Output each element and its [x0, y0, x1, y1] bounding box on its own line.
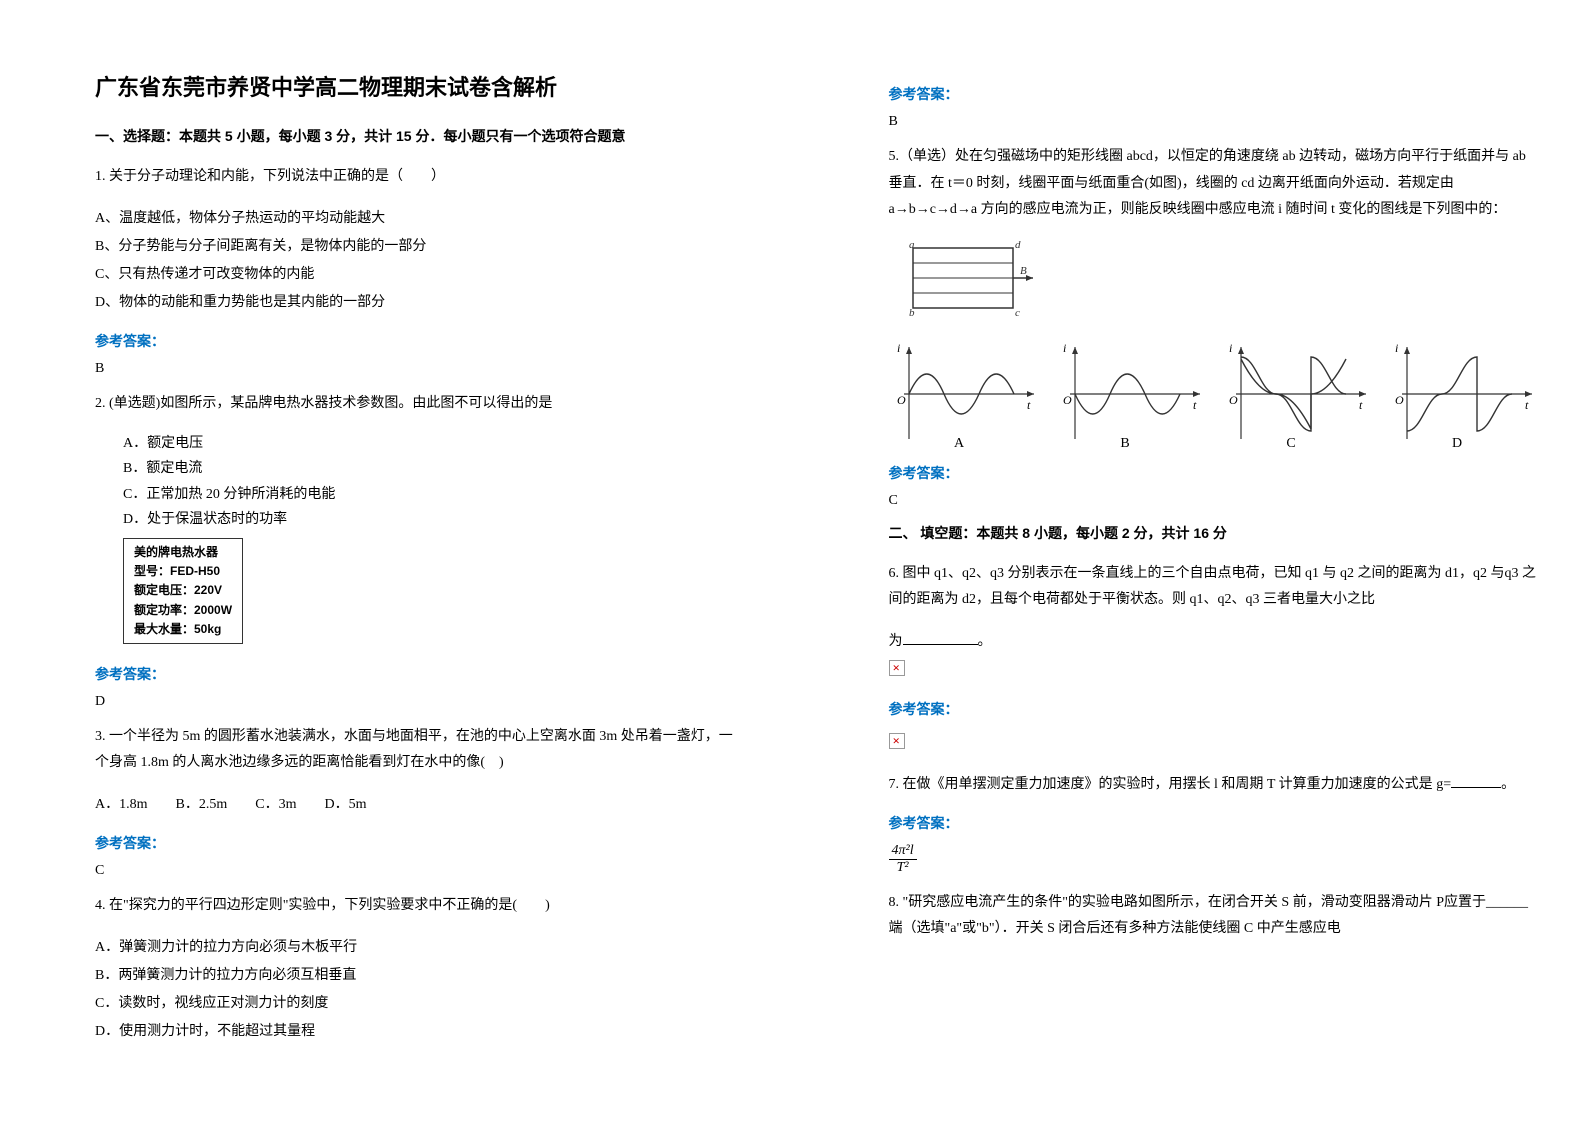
q2-optD: D．处于保温状态时的功率 [123, 507, 744, 532]
graph-option-C: i t O C [1221, 339, 1371, 449]
svg-text:C: C [1286, 436, 1295, 449]
q1-optC: C、只有热传递才可改变物体的内能 [95, 261, 744, 289]
q2-optC: C．正常加热 20 分钟所消耗的电能 [123, 482, 744, 507]
question-1: 1. 关于分子动理论和内能，下列说法中正确的是（ ） [95, 164, 744, 191]
q1-answer-label: 参考答案： [95, 331, 744, 351]
q5-answer-label: 参考答案： [889, 463, 1538, 483]
svg-text:A: A [953, 436, 964, 449]
svg-text:i: i [897, 341, 900, 355]
svg-text:i: i [1395, 341, 1398, 355]
question-6-line2: 为。 [889, 628, 1538, 656]
q1-optB: B、分子势能与分子间距离有关，是物体内能的一部分 [95, 233, 744, 261]
q2-optA: A．额定电压 [123, 431, 744, 456]
spec-line-2: 型号：FED-H50 [134, 562, 232, 581]
q7-fraction-den: T² [889, 860, 917, 876]
question-4: 4. 在"探究力的平行四边形定则"实验中，下列实验要求中不正确的是( ) [95, 893, 744, 920]
q4-answer: B [889, 114, 1538, 130]
q2-answer: D [95, 694, 744, 710]
graph-option-B: i t O B [1055, 339, 1205, 449]
question-8: 8. "研究感应电流产生的条件"的实验电路如图所示，在闭合开关 S 前，滑动变阻… [889, 890, 1538, 943]
svg-text:B: B [1120, 436, 1129, 449]
q1-optD: D、物体的动能和重力势能也是其内能的一部分 [95, 289, 744, 317]
q4-optA: A．弹簧测力计的拉力方向必须与木板平行 [95, 934, 744, 962]
graph-option-A: i t O A [889, 339, 1039, 449]
spec-line-3: 额定电压：220V [134, 581, 232, 600]
svg-text:t: t [1193, 398, 1197, 412]
q6-text-1: 6. 图中 q1、q2、q3 分别表示在一条直线上的三个自由点电荷，已知 q1 … [889, 566, 1537, 608]
q7-answer: 4π²l T² [889, 843, 1538, 876]
svg-text:a: a [909, 239, 915, 251]
q2-optB: B．额定电流 [123, 456, 744, 481]
heater-spec-box: 美的牌电热水器 型号：FED-H50 额定电压：220V 额定功率：2000W … [123, 538, 243, 644]
right-column: 参考答案： B 5.（单选）处在匀强磁场中的矩形线圈 abcd，以恒定的角速度绕… [794, 0, 1587, 1122]
q7-text-2: g= [1436, 777, 1451, 792]
svg-text:D: D [1452, 436, 1462, 449]
question-3-options: A．1.8m B．2.5m C．3m D．5m [95, 791, 744, 819]
svg-text:B: B [1020, 265, 1027, 277]
svg-text:c: c [1015, 307, 1020, 319]
question-6: 6. 图中 q1、q2、q3 分别表示在一条直线上的三个自由点电荷，已知 q1 … [889, 561, 1538, 614]
q4-optD: D．使用测力计时，不能超过其量程 [95, 1018, 744, 1046]
q4-optB: B．两弹簧测力计的拉力方向必须互相垂直 [95, 962, 744, 990]
q6-text-2: 为 [889, 634, 903, 649]
svg-text:O: O [1229, 393, 1238, 407]
q6-blank [903, 631, 978, 645]
q4-optC: C．读数时，视线应正对测力计的刻度 [95, 990, 744, 1018]
section-1-heading: 一、选择题：本题共 5 小题，每小题 3 分，共计 15 分．每小题只有一个选项… [95, 126, 744, 146]
spec-line-4: 额定功率：2000W [134, 601, 232, 620]
svg-text:d: d [1015, 239, 1021, 251]
q7-fraction-num: 4π²l [889, 843, 917, 860]
graph-option-D: i t O D [1387, 339, 1537, 449]
svg-text:O: O [1063, 393, 1072, 407]
document-title: 广东省东莞市养贤中学高二物理期末试卷含解析 [95, 70, 744, 102]
coil-diagram: a d b c B [903, 238, 1538, 325]
question-2-options: A．额定电压 B．额定电流 C．正常加热 20 分钟所消耗的电能 D．处于保温状… [123, 431, 744, 532]
q4-answer-label: 参考答案： [889, 84, 1538, 104]
q5-answer: C [889, 493, 1538, 509]
q2-answer-label: 参考答案： [95, 664, 744, 684]
svg-text:b: b [909, 307, 915, 319]
left-column: 广东省东莞市养贤中学高二物理期末试卷含解析 一、选择题：本题共 5 小题，每小题… [0, 0, 794, 1122]
question-2: 2. (单选题)如图所示，某品牌电热水器技术参数图。由此图不可以得出的是 [95, 391, 744, 418]
q6-answer-label: 参考答案： [889, 699, 1538, 719]
question-1-options: A、温度越低，物体分子热运动的平均动能越大 B、分子势能与分子间距离有关，是物体… [95, 205, 744, 317]
q3-answer-label: 参考答案： [95, 833, 744, 853]
broken-image-icon [889, 733, 905, 749]
broken-image-icon [889, 660, 905, 676]
q7-answer-label: 参考答案： [889, 813, 1538, 833]
q7-text-3: 。 [1501, 777, 1515, 792]
spec-line-1: 美的牌电热水器 [134, 543, 232, 562]
question-5: 5.（单选）处在匀强磁场中的矩形线圈 abcd，以恒定的角速度绕 ab 边转动，… [889, 144, 1538, 224]
question-3: 3. 一个半径为 5m 的圆形蓄水池装满水，水面与地面相平，在池的中心上空离水面… [95, 724, 744, 777]
q7-fraction: 4π²l T² [889, 843, 917, 876]
svg-text:i: i [1229, 341, 1232, 355]
section-2-heading: 二、 填空题：本题共 8 小题，每小题 2 分，共计 16 分 [889, 523, 1538, 543]
graph-options-row: i t O A i t O B i t O [889, 339, 1538, 449]
svg-text:t: t [1525, 398, 1529, 412]
question-7: 7. 在做《用单摆测定重力加速度》的实验时，用摆长 l 和周期 T 计算重力加速… [889, 772, 1538, 799]
question-4-options: A．弹簧测力计的拉力方向必须与木板平行 B．两弹簧测力计的拉力方向必须互相垂直 … [95, 934, 744, 1046]
q7-text-1: 7. 在做《用单摆测定重力加速度》的实验时，用摆长 l 和周期 T 计算重力加速… [889, 777, 1433, 792]
svg-text:O: O [1395, 393, 1404, 407]
q6-text-3: 。 [978, 634, 992, 649]
svg-text:O: O [897, 393, 906, 407]
spec-line-5: 最大水量：50kg [134, 620, 232, 639]
q3-answer: C [95, 863, 744, 879]
svg-text:i: i [1063, 341, 1066, 355]
q7-blank [1451, 774, 1501, 788]
svg-text:t: t [1359, 398, 1363, 412]
q1-answer: B [95, 361, 744, 377]
q1-optA: A、温度越低，物体分子热运动的平均动能越大 [95, 205, 744, 233]
svg-text:t: t [1027, 398, 1031, 412]
